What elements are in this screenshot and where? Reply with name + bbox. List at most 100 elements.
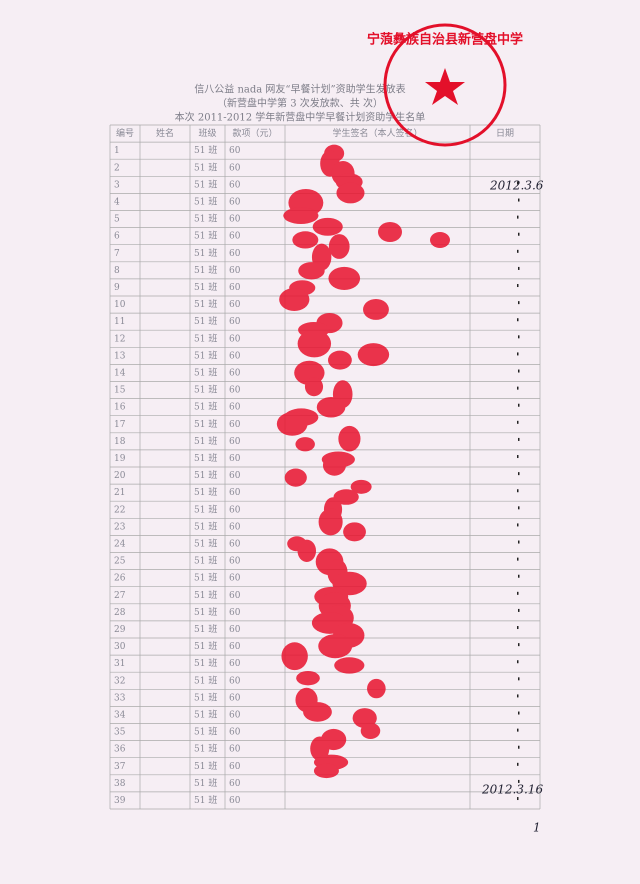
cell: 5: [114, 215, 120, 225]
cell: 51 班: [194, 691, 217, 703]
ditto-mark: [517, 386, 519, 390]
column-header: 姓名: [156, 127, 174, 139]
ditto-mark: [518, 677, 520, 681]
ditto-mark: [517, 762, 519, 766]
ditto-mark: [517, 523, 519, 527]
cell: 51 班: [194, 520, 217, 532]
cell: 51 班: [194, 469, 217, 481]
ditto-mark: [518, 403, 520, 407]
column-header: 班级: [198, 127, 216, 139]
cell: 51 班: [194, 144, 217, 156]
date: 2012.3.16: [481, 783, 543, 797]
cell: 60: [229, 591, 241, 601]
cell: 60: [229, 557, 241, 567]
cell: 16: [114, 403, 126, 413]
cell: 60: [229, 420, 241, 430]
cell: 51 班: [194, 777, 217, 789]
fingerprint: [279, 287, 310, 312]
cell: 51 班: [194, 298, 217, 310]
cell: 60: [229, 334, 241, 344]
cell: 60: [229, 215, 241, 225]
cell: 60: [229, 180, 241, 190]
cell: 60: [229, 283, 241, 293]
column-header: 日期: [496, 128, 514, 139]
cell: 51 班: [194, 537, 217, 549]
ditto-mark: [517, 557, 519, 561]
ditto-mark: [517, 249, 519, 253]
fingerprint: [303, 702, 332, 722]
cell: 20: [114, 471, 126, 481]
cell: 60: [229, 351, 241, 361]
ditto-mark: [517, 626, 519, 630]
fingerprint: [378, 222, 402, 242]
cell: 22: [114, 505, 125, 515]
cell: 60: [229, 779, 241, 789]
ditto-mark: [518, 198, 520, 202]
fingerprint: [310, 736, 330, 761]
cell: 51 班: [194, 726, 217, 738]
fingerprint: [328, 234, 350, 259]
fingerprint: [318, 508, 343, 536]
fingerprint: [322, 454, 346, 476]
fingerprint: [357, 343, 390, 367]
cell: 60: [229, 232, 241, 242]
ditto-mark: [518, 369, 520, 373]
ditto-mark: [517, 318, 519, 322]
cell: 30: [114, 642, 126, 652]
ditto-mark: [518, 437, 520, 441]
cell: 51 班: [194, 178, 217, 190]
cell: 51 班: [194, 623, 217, 635]
ditto-mark: [518, 301, 520, 305]
cell: 60: [229, 454, 241, 464]
ditto-mark: [517, 215, 519, 219]
column-header: 编号: [116, 127, 134, 139]
fingerprint: [298, 262, 325, 280]
ditto-mark: [517, 591, 519, 595]
cell: 34: [114, 710, 126, 720]
fingerprint: [295, 437, 315, 452]
fingerprint: [363, 298, 389, 320]
cell: 60: [229, 574, 241, 584]
ditto-mark: [517, 455, 519, 459]
cell: 60: [229, 505, 241, 515]
fingerprint: [360, 722, 381, 740]
cell: 29: [114, 625, 126, 635]
cell: 12: [114, 334, 125, 344]
note: 本次 2011-2012 学年新营盘中学早餐计划资助学生名单: [175, 111, 426, 124]
stamp-ring: [383, 23, 507, 147]
fingerprint: [281, 642, 308, 671]
cell: 51 班: [194, 435, 217, 447]
cell: 51 班: [194, 315, 217, 327]
cell: 38: [114, 779, 126, 789]
cell: 60: [229, 762, 241, 772]
cell: 51 班: [194, 366, 217, 378]
fingerprint: [334, 657, 365, 674]
ditto-mark: [518, 711, 520, 715]
fingerprint: [430, 232, 450, 248]
fingerprint: [350, 479, 372, 494]
cell: 60: [229, 266, 241, 276]
cell: 4: [114, 197, 120, 207]
cell: 51 班: [194, 401, 217, 413]
fingerprint: [316, 396, 346, 418]
cell: 60: [229, 642, 241, 652]
cell: 39: [114, 796, 126, 806]
fingerprint: [327, 350, 352, 370]
cell: 60: [229, 522, 241, 532]
cell: 51 班: [194, 349, 217, 361]
cell: 51 班: [194, 230, 217, 242]
ditto-mark: [518, 335, 520, 339]
cell: 51 班: [194, 572, 217, 584]
cell: 28: [114, 608, 126, 618]
ditto-mark: [517, 797, 519, 801]
subtitle: （新营盘中学第 3 次发放款、共 次）: [217, 97, 383, 110]
cell: 11: [114, 317, 125, 327]
fingerprint: [336, 182, 365, 204]
cell: 10: [114, 300, 126, 310]
ditto-mark: [518, 232, 520, 236]
cell: 51 班: [194, 161, 217, 173]
ditto-mark: [518, 574, 520, 578]
cell: 60: [229, 608, 241, 618]
